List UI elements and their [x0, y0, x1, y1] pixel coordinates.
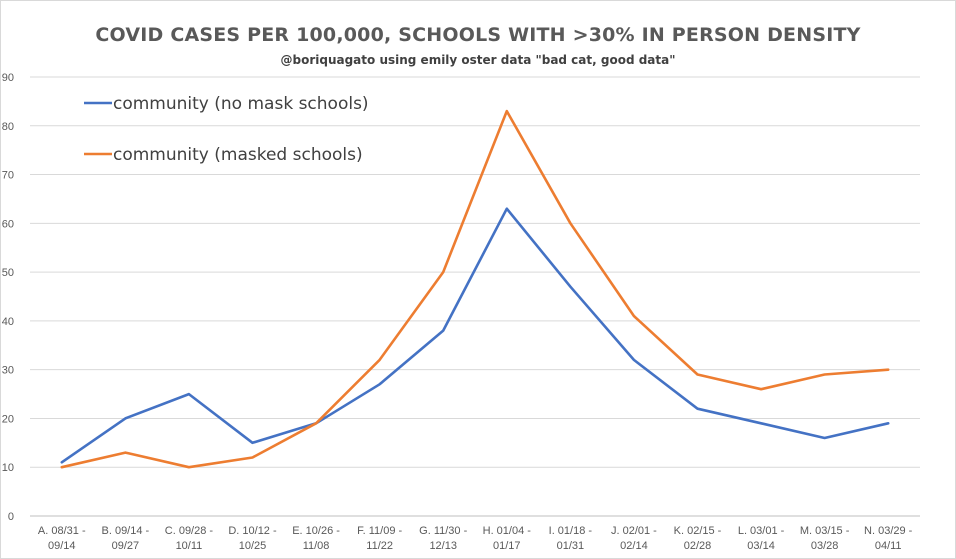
y-tick-label: 10	[2, 462, 14, 474]
y-tick-label: 30	[2, 365, 14, 377]
y-tick-label: 50	[2, 267, 14, 279]
y-tick-label: 0	[8, 511, 14, 523]
x-tick-label: N. 03/29 -04/11	[864, 525, 913, 552]
x-tick-label: H. 01/04 -01/17	[483, 525, 532, 552]
y-tick-label: 70	[2, 170, 14, 182]
x-tick-label: E. 10/26 -11/08	[292, 525, 340, 552]
x-tick-label: L. 03/01 -03/14	[738, 525, 785, 552]
x-tick-label: C. 09/28 -10/11	[165, 525, 214, 552]
chart-title: COVID CASES PER 100,000, SCHOOLS WITH >3…	[95, 24, 861, 46]
x-tick-label: B. 09/14 -09/27	[102, 525, 150, 552]
y-tick-label: 60	[2, 218, 14, 230]
legend-label-1: community (no mask schools)	[113, 94, 369, 114]
x-tick-label: A. 08/31 -09/14	[38, 525, 86, 552]
series-line-2	[60, 109, 890, 469]
x-tick-label: I. 01/18 -01/31	[549, 525, 593, 552]
y-tick-label: 80	[2, 121, 14, 133]
x-tick-label: J. 02/01 -02/14	[611, 525, 657, 552]
y-tick-label: 20	[2, 413, 14, 425]
chart-subtitle: @boriquagato using emily oster data "bad…	[280, 53, 676, 67]
x-tick-label: K. 02/15 -02/28	[674, 525, 722, 552]
x-tick-label: D. 10/12 -10/25	[228, 525, 277, 552]
legend-label-2: community (masked schools)	[113, 145, 363, 165]
y-tick-label: 40	[2, 316, 14, 328]
y-tick-label: 90	[2, 72, 14, 84]
x-tick-label: M. 03/15 -03/28	[800, 525, 850, 552]
series-line-1	[60, 207, 890, 464]
x-tick-label: F. 11/09 -11/22	[357, 525, 402, 552]
x-tick-label: G. 11/30 -12/13	[419, 525, 467, 552]
